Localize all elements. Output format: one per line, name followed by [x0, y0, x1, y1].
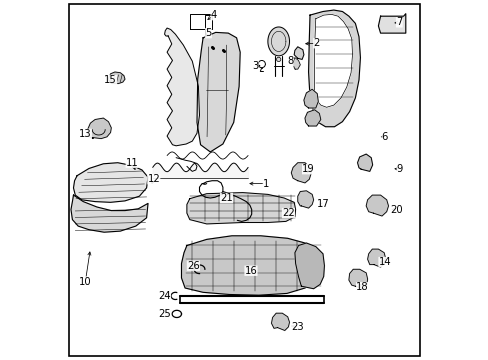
Text: 13: 13 [79, 129, 92, 139]
Polygon shape [348, 269, 367, 289]
Circle shape [276, 57, 280, 62]
Polygon shape [314, 14, 352, 107]
Text: 2: 2 [313, 38, 319, 48]
Text: 19: 19 [302, 164, 314, 174]
Polygon shape [291, 163, 310, 183]
Polygon shape [294, 243, 324, 289]
Polygon shape [197, 32, 240, 152]
Text: 14: 14 [378, 257, 390, 267]
Polygon shape [378, 14, 405, 33]
Text: 16: 16 [244, 266, 257, 276]
Polygon shape [357, 154, 372, 171]
Text: 11: 11 [125, 158, 138, 168]
Text: 24: 24 [158, 291, 170, 301]
Text: 23: 23 [291, 322, 304, 332]
Text: 25: 25 [158, 309, 171, 319]
Text: 1: 1 [263, 179, 269, 189]
Polygon shape [367, 249, 385, 267]
Circle shape [258, 60, 265, 68]
Text: 26: 26 [186, 261, 199, 271]
Polygon shape [108, 72, 125, 84]
Text: 4: 4 [210, 10, 217, 20]
Polygon shape [181, 236, 321, 295]
Text: 3: 3 [252, 60, 258, 71]
Polygon shape [293, 58, 300, 69]
Text: 20: 20 [389, 204, 402, 215]
Polygon shape [186, 193, 295, 224]
Polygon shape [71, 195, 148, 232]
Text: 10: 10 [79, 276, 92, 287]
Polygon shape [297, 191, 313, 208]
Text: 7: 7 [395, 17, 402, 27]
Polygon shape [88, 118, 111, 139]
Polygon shape [271, 313, 289, 330]
Text: 8: 8 [287, 56, 293, 66]
Polygon shape [305, 110, 320, 126]
Text: 12: 12 [147, 174, 160, 184]
Polygon shape [267, 27, 289, 56]
Text: 22: 22 [282, 208, 294, 218]
Polygon shape [73, 163, 148, 202]
Polygon shape [308, 10, 360, 127]
Polygon shape [303, 89, 318, 108]
Text: 9: 9 [396, 164, 403, 174]
Text: 18: 18 [356, 282, 368, 292]
Polygon shape [366, 195, 387, 216]
Text: 17: 17 [316, 199, 329, 210]
Text: 15: 15 [104, 75, 117, 85]
Text: 5: 5 [205, 28, 211, 38]
Polygon shape [164, 28, 199, 146]
Text: 6: 6 [381, 132, 387, 142]
Polygon shape [294, 47, 303, 59]
Text: 21: 21 [220, 193, 232, 203]
